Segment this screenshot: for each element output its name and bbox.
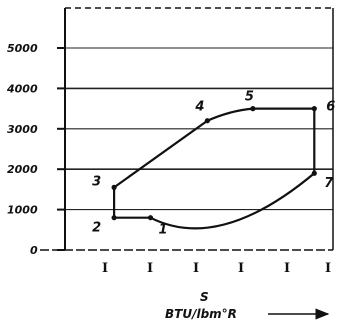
state-point-2 xyxy=(111,215,117,221)
grid-layer xyxy=(65,47,333,211)
state-label-1: 1 xyxy=(159,223,168,238)
x-axis-symbol: S xyxy=(200,290,209,304)
state-label-2: 2 xyxy=(92,221,101,236)
series-layer xyxy=(111,106,317,230)
x-tick-label-5: I xyxy=(284,261,290,276)
state-point-4 xyxy=(204,118,210,124)
y-tick-label-2000: 2000 xyxy=(7,163,38,176)
y-tick-label-0: 0 xyxy=(30,244,38,257)
state-point-5 xyxy=(250,106,256,112)
x-tick-label-1: I xyxy=(102,261,108,276)
y-tick-label-3000: 3000 xyxy=(7,123,38,136)
x-tick-label-2: I xyxy=(147,261,153,276)
state-point-7 xyxy=(311,170,317,176)
label-layer: 1 2 3 4 5 6 7 xyxy=(92,90,335,238)
y-tick-label-1000: 1000 xyxy=(7,204,38,217)
state-point-1 xyxy=(147,215,154,221)
state-point-6 xyxy=(311,106,317,112)
y-tick-label-4000: 4000 xyxy=(6,82,38,95)
x-tick-label-6: I xyxy=(325,261,331,276)
state-label-5: 5 xyxy=(245,90,254,105)
x-tick-label-4: I xyxy=(238,261,244,276)
x-axis-label: S BTU/lbm°R xyxy=(165,290,330,321)
state-label-6: 6 xyxy=(326,100,335,115)
x-tick-label-3: I xyxy=(193,261,199,276)
state-point-3 xyxy=(111,184,117,190)
state-label-3: 3 xyxy=(92,174,101,189)
state-label-4: 4 xyxy=(194,100,204,115)
y-tick-label-5000: 5000 xyxy=(7,42,38,55)
state-label-7: 7 xyxy=(324,176,334,191)
tick-layer: 0 1000 2000 3000 4000 5000 I I I I I I xyxy=(6,42,331,276)
x-axis-unit: BTU/lbm°R xyxy=(165,307,237,321)
